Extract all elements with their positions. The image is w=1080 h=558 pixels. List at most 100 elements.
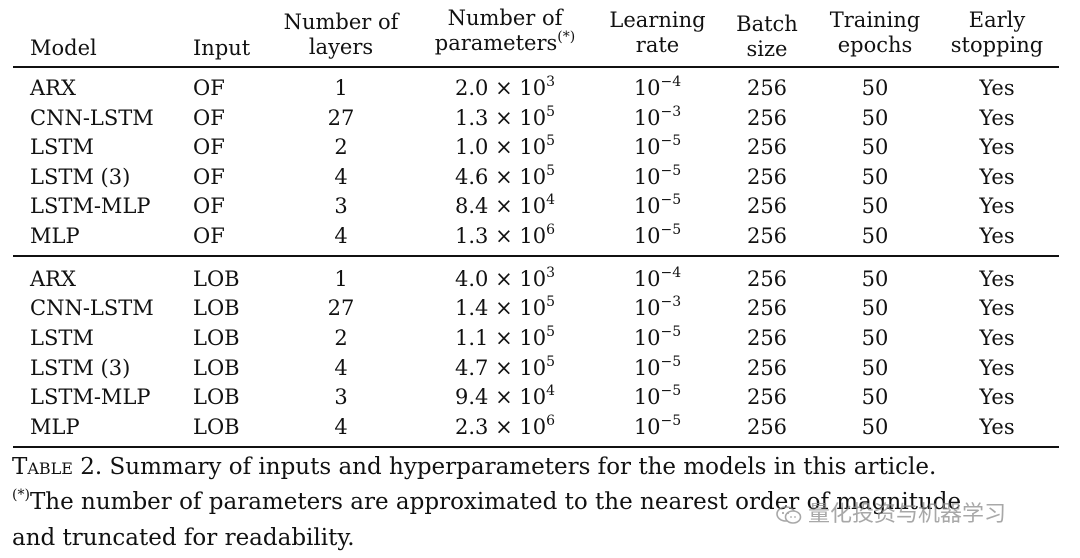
cell-batch-size: 256 [746,296,788,320]
cell-params: 2.0 × 103 [455,74,555,100]
cell-epochs: 50 [861,326,889,350]
cell-batch-size: 256 [746,106,788,130]
cell-learning-rate: 10−4 [633,74,682,100]
cell-layers: 3 [334,194,348,218]
cell-params: 4.6 × 105 [455,163,555,189]
caption-footnote: (*)The number of parameters are approxim… [12,485,961,519]
cell-learning-rate: 10−5 [633,354,682,380]
cell-early-stopping: Yes [979,224,1015,248]
cell-early-stopping: Yes [979,415,1015,439]
cell-model: CNN-LSTM [30,296,154,320]
cell-learning-rate: 10−4 [633,265,682,291]
cell-early-stopping: Yes [979,165,1015,189]
cell-batch-size: 256 [746,267,788,291]
cell-model: MLP [30,415,80,439]
cell-layers: 4 [334,224,348,248]
cell-model: LSTM [30,135,94,159]
cell-early-stopping: Yes [979,106,1015,130]
cell-early-stopping: Yes [979,76,1015,100]
cell-learning-rate: 10−5 [633,383,682,409]
cell-batch-size: 256 [746,135,788,159]
cell-early-stopping: Yes [979,194,1015,218]
cell-params: 4.0 × 103 [455,265,555,291]
cell-early-stopping: Yes [979,326,1015,350]
cell-batch-size: 256 [746,385,788,409]
cell-layers: 1 [334,76,348,100]
header-params: Number of parameters(*) [434,6,576,55]
cell-batch-size: 256 [746,326,788,350]
cell-epochs: 50 [861,135,889,159]
cell-learning-rate: 10−3 [633,104,682,130]
cell-batch-size: 256 [746,165,788,189]
top-rule [13,66,1059,68]
cell-params: 1.4 × 105 [455,294,555,320]
cell-learning-rate: 10−5 [633,163,682,189]
cell-epochs: 50 [861,165,889,189]
cell-layers: 27 [327,106,355,130]
cell-model: CNN-LSTM [30,106,154,130]
bottom-rule [13,446,1059,448]
cell-input: OF [193,135,225,159]
cell-epochs: 50 [861,415,889,439]
cell-layers: 27 [327,296,355,320]
cell-batch-size: 256 [746,356,788,380]
cell-params: 1.0 × 105 [455,133,555,159]
cell-model: ARX [30,267,76,291]
cell-epochs: 50 [861,76,889,100]
cell-learning-rate: 10−5 [633,192,682,218]
cell-early-stopping: Yes [979,267,1015,291]
header-batch-size: Batch size [736,12,798,61]
cell-batch-size: 256 [746,224,788,248]
cell-input: LOB [193,267,240,291]
cell-input: OF [193,165,225,189]
cell-learning-rate: 10−5 [633,133,682,159]
cell-input: OF [193,76,225,100]
cell-model: LSTM (3) [30,165,131,189]
header-model: Model [30,36,97,60]
cell-layers: 1 [334,267,348,291]
wechat-icon [776,506,802,524]
cell-learning-rate: 10−5 [633,413,682,439]
watermark: 量化投资与机器学习 [776,496,1006,528]
header-early-stopping: Early stopping [950,8,1044,57]
cell-early-stopping: Yes [979,385,1015,409]
cell-early-stopping: Yes [979,296,1015,320]
cell-model: LSTM (3) [30,356,131,380]
cell-input: OF [193,224,225,248]
cell-layers: 4 [334,165,348,189]
cell-batch-size: 256 [746,76,788,100]
cell-learning-rate: 10−5 [633,324,682,350]
cell-learning-rate: 10−3 [633,294,682,320]
cell-layers: 3 [334,385,348,409]
header-training-epochs: Training epochs [829,8,921,57]
caption-line1: Summary of inputs and hyperparameters fo… [109,454,937,480]
cell-input: LOB [193,356,240,380]
cell-params: 4.7 × 105 [455,354,555,380]
cell-epochs: 50 [861,106,889,130]
cell-early-stopping: Yes [979,356,1015,380]
cell-epochs: 50 [861,356,889,380]
watermark-text: 量化投资与机器学习 [808,502,1007,527]
cell-params: 9.4 × 104 [455,383,555,409]
cell-input: LOB [193,296,240,320]
header-learning-rate: Learning rate [609,8,706,57]
cell-epochs: 50 [861,385,889,409]
cell-params: 8.4 × 104 [455,192,555,218]
cell-input: LOB [193,326,240,350]
cell-early-stopping: Yes [979,135,1015,159]
middle-rule [13,255,1059,257]
caption-label: Table 2. [12,454,103,480]
footnote-mark: (*) [12,487,30,504]
cell-layers: 2 [334,326,348,350]
cell-params: 1.1 × 105 [455,324,555,350]
cell-model: LSTM-MLP [30,194,151,218]
cell-layers: 4 [334,415,348,439]
cell-batch-size: 256 [746,194,788,218]
cell-layers: 2 [334,135,348,159]
cell-model: ARX [30,76,76,100]
cell-batch-size: 256 [746,415,788,439]
cell-params: 1.3 × 106 [455,222,555,248]
header-input: Input [193,36,251,60]
cell-epochs: 50 [861,296,889,320]
